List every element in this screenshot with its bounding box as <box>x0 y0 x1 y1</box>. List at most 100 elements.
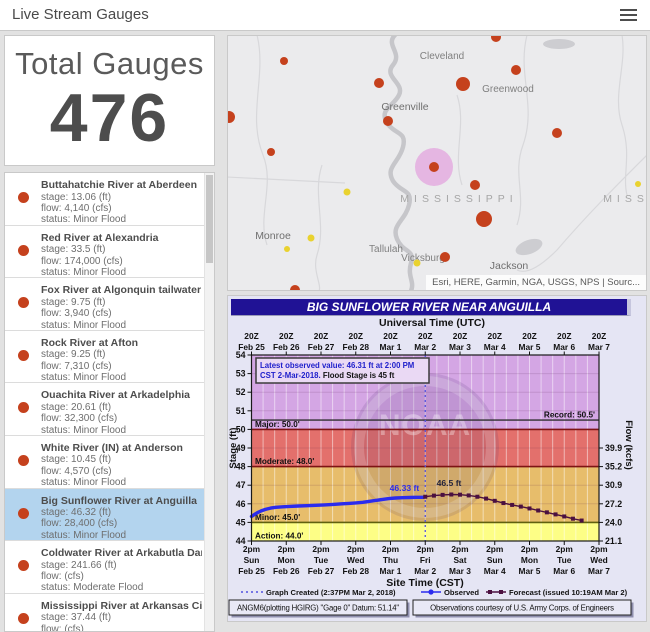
svg-text:51: 51 <box>236 406 246 416</box>
svg-text:20Z: 20Z <box>488 331 502 341</box>
svg-text:Moderate: 48.0': Moderate: 48.0' <box>255 457 314 466</box>
gauge-map-dot[interactable] <box>374 78 384 88</box>
gauge-map-dot[interactable] <box>429 162 439 172</box>
gauge-name: Red River at Alexandria <box>41 231 159 244</box>
svg-text:46: 46 <box>236 499 246 509</box>
city-label: Vicksburg <box>401 253 445 264</box>
gauge-name: Ouachita River at Arkadelphia <box>41 389 190 402</box>
gauge-map-dot[interactable] <box>290 285 300 291</box>
gauge-status-dot <box>18 349 29 361</box>
gauge-stage: stage: 46.32 (ft) <box>41 507 112 519</box>
gauge-status-dot <box>18 297 29 309</box>
svg-text:50: 50 <box>236 424 246 434</box>
map-panel[interactable]: Cleveland Greenwood Greenville MISSISSIPPI M… <box>227 35 647 291</box>
svg-text:Mar 3: Mar 3 <box>449 566 471 576</box>
city-label: Cleveland <box>420 51 464 62</box>
svg-text:ANGM6(plotting HGIRG) "Gage 0": ANGM6(plotting HGIRG) "Gage 0" Datum: 51… <box>237 604 399 613</box>
gauge-list-item[interactable]: Buttahatchie River at Aberdeen stage: 13… <box>5 173 214 226</box>
svg-text:Feb 26: Feb 26 <box>273 566 300 576</box>
gauge-name: White River (IN) at Anderson <box>41 441 183 454</box>
svg-text:Fri: Fri <box>420 555 431 565</box>
gauge-list-item[interactable]: Ouachita River at Arkadelphia stage: 20.… <box>5 383 214 436</box>
gauge-map-dot[interactable] <box>635 181 641 187</box>
svg-text:Major: 50.0': Major: 50.0' <box>255 420 300 429</box>
gauge-list-item[interactable]: Mississippi River at Arkansas City stage… <box>5 594 214 632</box>
svg-text:Minor: 45.0': Minor: 45.0' <box>255 513 300 522</box>
gauge-list-item[interactable]: Coldwater River at Arkabutla Dam stage: … <box>5 541 214 594</box>
state-label: MISSISSIPPI <box>400 193 517 205</box>
hamburger-menu-icon[interactable] <box>620 9 637 24</box>
svg-text:NOAA: NOAA <box>379 409 471 442</box>
gauge-map-dot[interactable] <box>511 65 521 75</box>
gauge-status-dot <box>18 192 29 203</box>
gauge-list-item-selected[interactable]: Big Sunflower River at Anguilla stage: 4… <box>5 488 214 542</box>
gauge-name: Rock River at Afton <box>41 336 139 349</box>
gauge-flow: flow: (cfs) <box>41 571 84 583</box>
gauge-map-dot[interactable] <box>440 252 450 262</box>
svg-text:46.5 ft: 46.5 ft <box>437 478 462 488</box>
gauge-map-dot[interactable] <box>491 35 501 42</box>
gauge-status: status: Minor Flood <box>41 214 127 226</box>
svg-text:2pm: 2pm <box>243 544 260 554</box>
gauge-list-item[interactable]: White River (IN) at Anderson stage: 10.4… <box>5 436 214 489</box>
gauge-map-dot[interactable] <box>470 180 480 190</box>
gauge-stage: stage: 9.75 (ft) <box>41 296 106 308</box>
svg-text:44: 44 <box>236 536 246 546</box>
gauge-list-scrollbar[interactable] <box>204 173 214 631</box>
gauge-name: Big Sunflower River at Anguilla <box>41 494 197 507</box>
svg-text:20Z: 20Z <box>522 331 536 341</box>
svg-text:Mon: Mon <box>278 555 295 565</box>
svg-text:46.33 ft: 46.33 ft <box>390 483 420 493</box>
svg-text:Mar 5: Mar 5 <box>519 566 541 576</box>
gauge-map-dot[interactable] <box>476 211 492 227</box>
gauge-status-dot <box>18 560 29 572</box>
svg-text:Universal Time (UTC): Universal Time (UTC) <box>379 317 485 329</box>
gauge-map-dot[interactable] <box>227 111 235 123</box>
gauge-stage: stage: 10.45 (ft) <box>41 454 112 466</box>
gauge-list-item[interactable]: Rock River at Afton stage: 9.25 (ft) flo… <box>5 331 214 384</box>
gauge-status: status: Moderate Flood <box>41 582 144 594</box>
svg-text:2pm: 2pm <box>590 544 607 554</box>
gauge-list-item[interactable]: Red River at Alexandria stage: 33.5 (ft)… <box>5 226 214 279</box>
svg-text:20Z: 20Z <box>383 331 397 341</box>
svg-text:Feb 28: Feb 28 <box>342 342 369 352</box>
svg-text:20Z: 20Z <box>314 331 328 341</box>
chart-title-bar: BIG SUNFLOWER RIVER NEAR ANGUILLA <box>231 299 631 316</box>
gauge-status: status: Minor Flood <box>41 266 127 278</box>
gauge-stage: stage: 9.25 (ft) <box>41 349 106 361</box>
gauge-map-dot[interactable] <box>267 148 275 156</box>
svg-text:Record: 50.5': Record: 50.5' <box>544 411 595 420</box>
svg-text:Feb 26: Feb 26 <box>273 342 300 352</box>
svg-text:Mar 7: Mar 7 <box>588 566 610 576</box>
svg-text:Mar 4: Mar 4 <box>484 566 506 576</box>
svg-text:2pm: 2pm <box>486 544 503 554</box>
gauge-map-dot[interactable] <box>343 188 351 196</box>
svg-text:Observed: Observed <box>444 588 479 597</box>
gauge-flow: flow: (cfs) <box>41 623 84 632</box>
svg-text:Mar 6: Mar 6 <box>553 566 575 576</box>
gauge-flow: flow: 4,140 (cfs) <box>41 202 112 214</box>
gauge-status-dot <box>18 244 29 256</box>
city-label: Greenville <box>381 101 428 113</box>
svg-text:47: 47 <box>236 480 246 490</box>
scrollbar-thumb[interactable] <box>206 175 213 263</box>
gauge-map-dot[interactable] <box>413 259 421 267</box>
svg-text:2pm: 2pm <box>451 544 468 554</box>
gauge-status: status: Minor Flood <box>41 319 127 331</box>
svg-text:52: 52 <box>236 387 246 397</box>
svg-text:Feb 27: Feb 27 <box>308 342 335 352</box>
gauge-map-dot[interactable] <box>284 246 290 252</box>
gauge-list-item[interactable]: Fox River at Algonquin tailwater stage: … <box>5 278 214 331</box>
map-canvas[interactable]: Cleveland Greenwood Greenville MISSISSIPPI M… <box>227 35 647 291</box>
gauge-map-dot[interactable] <box>456 77 470 91</box>
gauge-stage: stage: 33.5 (ft) <box>41 244 106 256</box>
gauge-name: Buttahatchie River at Aberdeen <box>41 179 197 191</box>
gauge-name: Coldwater River at Arkabutla Dam <box>41 547 202 560</box>
svg-text:Mar 5: Mar 5 <box>519 342 541 352</box>
gauge-map-dot[interactable] <box>280 57 288 65</box>
gauge-flow: flow: 28,400 (cfs) <box>41 518 118 530</box>
gauge-name: Fox River at Algonquin tailwater <box>41 284 202 297</box>
gauge-map-dot[interactable] <box>383 116 393 126</box>
gauge-map-dot[interactable] <box>552 128 562 138</box>
gauge-map-dot[interactable] <box>307 234 315 242</box>
